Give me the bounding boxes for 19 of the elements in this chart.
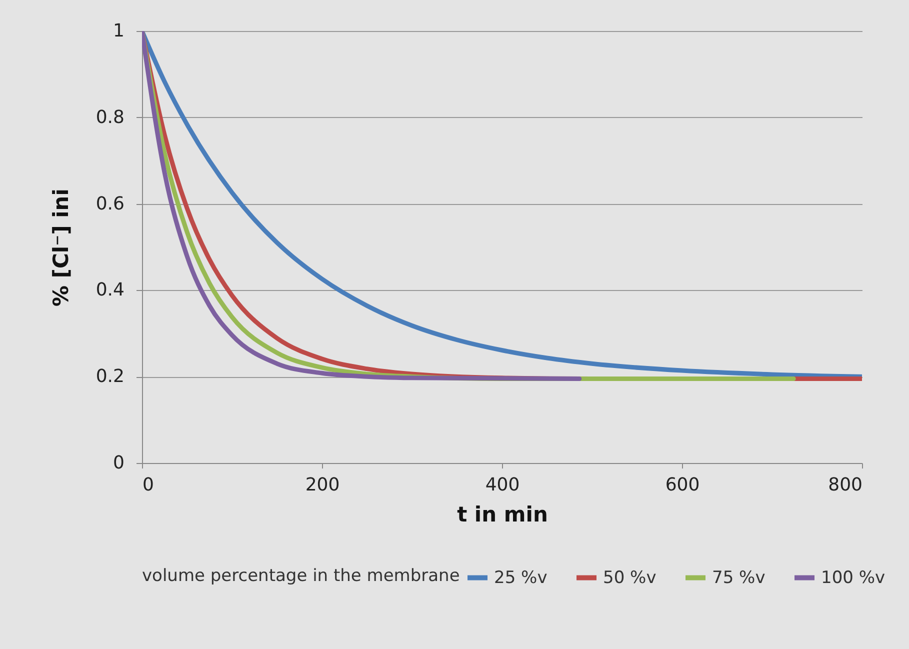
y-tick-label: 0.8	[96, 106, 124, 128]
x-axis-title: t in min	[457, 502, 548, 526]
legend-label: 75 %v	[712, 568, 766, 588]
x-tick-label: 600	[665, 474, 700, 496]
y-tick-label: 0.2	[96, 366, 124, 388]
legend-label: 25 %v	[494, 568, 548, 588]
x-tick-label: 0	[142, 474, 154, 496]
x-tick-label: 200	[305, 474, 340, 496]
y-tick-label: 0.4	[96, 280, 124, 301]
legend-title: volume percentage in the membrane	[142, 566, 460, 586]
line-series	[142, 31, 582, 382]
legend-label: 100 %v	[821, 568, 886, 588]
y-tick-label: 0.6	[96, 193, 124, 214]
y-tick-label: 0	[113, 452, 124, 474]
y-axis-title: % [Cl⁻] ini	[48, 188, 73, 306]
y-tick-label: 1	[113, 20, 124, 42]
legend-label: 50 %v	[603, 568, 656, 588]
x-tick-label: 400	[485, 474, 520, 496]
x-tick-label: 800	[828, 474, 862, 496]
